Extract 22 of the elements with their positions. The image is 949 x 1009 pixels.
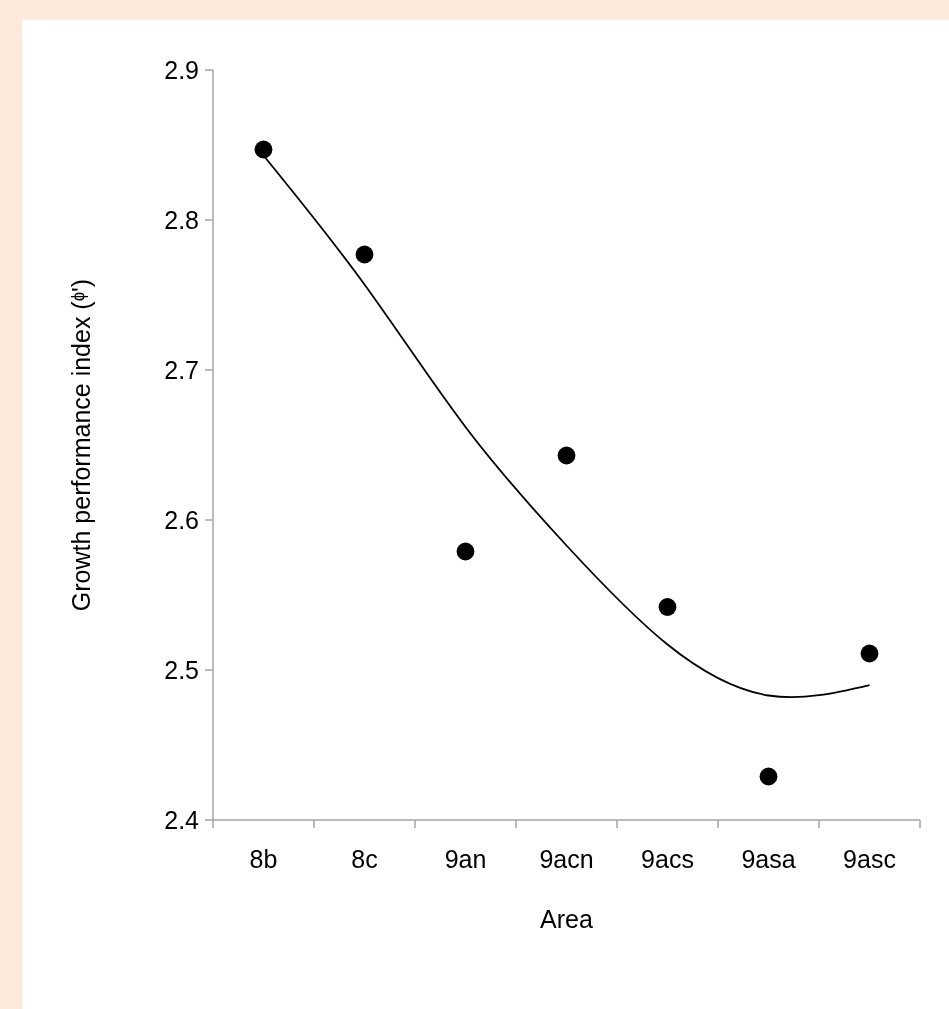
x-axis-title: Area	[540, 905, 593, 933]
y-axis-title: Growth performance index (ᶲ')	[67, 278, 95, 612]
point	[658, 598, 677, 616]
point	[355, 245, 374, 264]
y-tick-label: 2.8	[164, 205, 199, 234]
point	[557, 446, 576, 465]
x-tick-label: 9asc	[843, 845, 896, 873]
x-tick-label: 9asa	[741, 845, 796, 873]
y-tick-label: 2.5	[164, 655, 199, 684]
y-tick-label: 2.7	[164, 355, 199, 384]
y-tick-label: 2.9	[164, 55, 199, 84]
y-tick-label: 2.6	[164, 505, 199, 534]
x-tick-label: 9acn	[539, 845, 594, 873]
point	[254, 140, 273, 159]
x-tick-label: 9acs	[641, 845, 694, 873]
x-tick-label: 8b	[249, 845, 278, 873]
y-tick-label: 2.4	[164, 805, 200, 834]
point	[759, 767, 778, 786]
x-tick-label: 8c	[351, 845, 378, 873]
point	[860, 644, 879, 663]
point	[456, 542, 475, 561]
x-tick-label: 9an	[444, 845, 487, 873]
